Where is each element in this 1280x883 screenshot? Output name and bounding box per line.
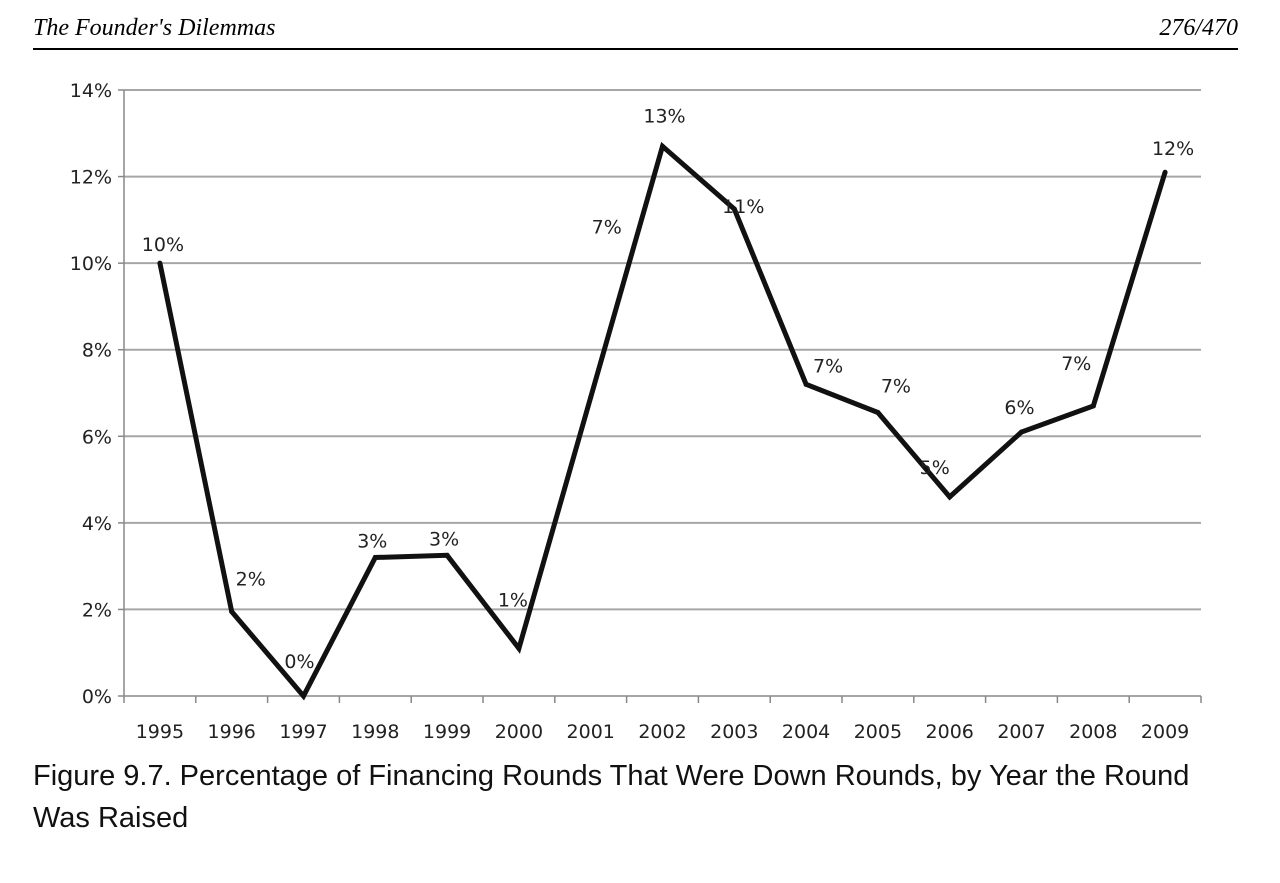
- y-tick-label: 14%: [70, 80, 112, 102]
- x-tick-label: 1995: [136, 721, 184, 743]
- data-label: 7%: [1061, 353, 1091, 375]
- x-tick-label: 1996: [208, 721, 256, 743]
- data-point: [660, 143, 665, 149]
- page-header: The Founder's Dilemmas 276/470: [33, 10, 1238, 50]
- data-label: 7%: [592, 216, 622, 238]
- x-tick-label: 2004: [782, 721, 830, 743]
- x-tick-label: 2005: [854, 721, 902, 743]
- data-label: 10%: [142, 234, 184, 256]
- x-tick-label: 2000: [495, 721, 543, 743]
- data-point: [803, 381, 809, 387]
- data-point: [588, 394, 594, 400]
- line-chart: 0% 2% 4% 6% 8% 10% 12% 14% 1995 1996 1997 1998 1999 2…: [70, 80, 1202, 743]
- y-tick-label: 6%: [82, 426, 112, 448]
- x-tick-label: 1998: [351, 721, 399, 743]
- y-tick-label: 10%: [70, 253, 112, 275]
- data-point: [516, 645, 522, 651]
- data-label: 7%: [881, 375, 911, 397]
- data-point: [229, 609, 235, 615]
- x-tick-label: 2008: [1069, 721, 1117, 743]
- data-label: 7%: [813, 355, 843, 377]
- book-title: The Founder's Dilemmas: [33, 15, 276, 41]
- x-tick-label: 2007: [997, 721, 1045, 743]
- data-point: [1019, 429, 1024, 435]
- data-label: 5%: [920, 457, 950, 479]
- x-tick-label: 2001: [567, 721, 615, 743]
- y-tick-label: 12%: [70, 167, 112, 189]
- x-tick-label: 2006: [926, 721, 974, 743]
- x-tick-label: 2003: [710, 721, 758, 743]
- figure-caption: Figure 9.7. Percentage of Financing Roun…: [33, 760, 1190, 834]
- x-tick-label: 1997: [279, 721, 327, 743]
- data-point: [875, 409, 881, 415]
- data-point: [157, 260, 163, 266]
- x-tick-label: 1999: [423, 721, 471, 743]
- y-tick-label: 8%: [82, 340, 112, 362]
- data-label: 3%: [357, 530, 387, 552]
- data-point: [1162, 169, 1168, 175]
- data-label: 3%: [429, 528, 459, 550]
- page-counter: 276/470: [1159, 15, 1238, 41]
- y-tick-label: 4%: [82, 513, 112, 535]
- data-point: [301, 693, 306, 699]
- data-point: [947, 494, 953, 500]
- data-label: 0%: [284, 651, 314, 673]
- data-point: [444, 552, 450, 558]
- x-tick-label: 2009: [1141, 721, 1189, 743]
- data-label: 11%: [722, 196, 764, 218]
- y-tick-label: 0%: [82, 686, 112, 708]
- data-label: 1%: [498, 589, 528, 611]
- y-tick-label: 2%: [82, 599, 112, 621]
- data-label: 12%: [1152, 138, 1194, 160]
- x-tick-label: 2002: [638, 721, 686, 743]
- series-line: [157, 141, 1168, 701]
- data-point: [731, 206, 737, 212]
- data-label: 13%: [643, 105, 685, 127]
- data-point: [372, 554, 378, 560]
- data-label: 6%: [1004, 397, 1034, 419]
- data-point: [1090, 403, 1096, 409]
- data-label: 2%: [236, 569, 266, 591]
